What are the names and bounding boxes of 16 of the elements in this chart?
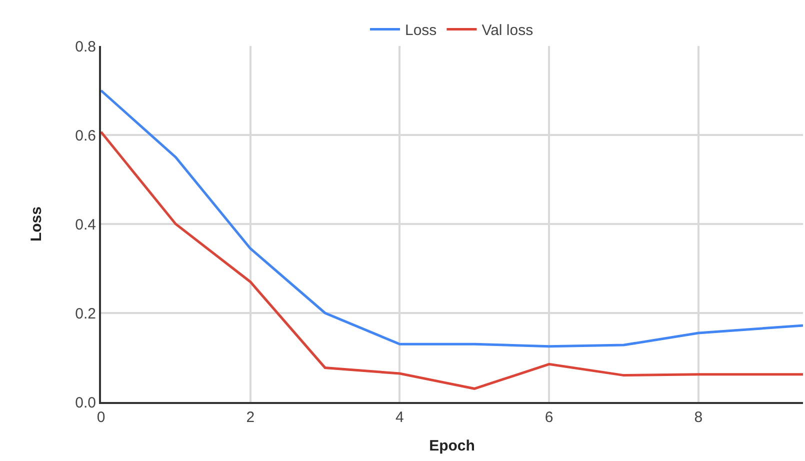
y-tick-label: 0.0 <box>75 394 96 412</box>
y-tick-label: 0.6 <box>75 127 96 144</box>
x-tick-label: 4 <box>396 409 404 426</box>
x-tick-label: 8 <box>694 409 703 426</box>
legend-label: Loss <box>405 22 437 40</box>
x-tick-label: 6 <box>544 409 554 426</box>
y-tick-label: 0.8 <box>75 38 96 56</box>
y-tick-label: 0.4 <box>75 216 96 234</box>
y-axis-title: Loss <box>28 206 45 242</box>
x-axis-title: Epoch <box>429 438 475 454</box>
x-tick-label: 0 <box>96 409 106 426</box>
legend-label: Val loss <box>482 22 534 40</box>
line-series <box>101 89 803 348</box>
line-series <box>101 130 803 390</box>
y-tick-label: 0.2 <box>75 305 96 322</box>
x-tick-label: 2 <box>246 409 255 426</box>
